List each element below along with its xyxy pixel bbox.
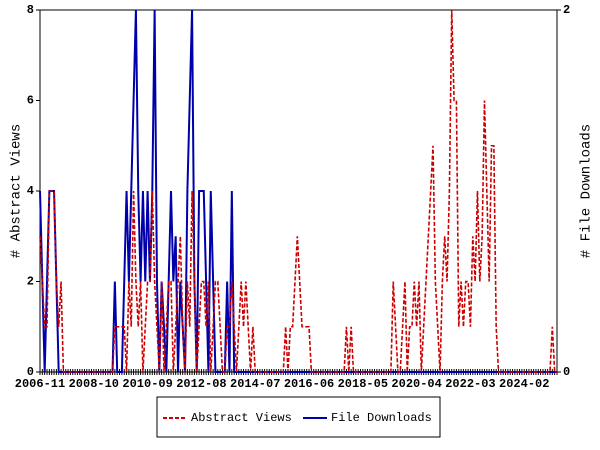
y-tick-label: 4 <box>27 184 34 198</box>
y-tick-label: 6 <box>27 94 34 108</box>
y2-axis-title: # File Downloads <box>579 124 595 258</box>
x-tick-label: 2018-05 <box>338 377 388 391</box>
x-tick-label: 2020-04 <box>391 377 441 391</box>
x-tick-label: 2006-11 <box>15 377 65 391</box>
y-tick-label: 8 <box>27 3 34 17</box>
series-line <box>39 9 557 373</box>
x-tick-label: 2014-07 <box>230 377 280 391</box>
y-axis-title: # Abstract Views <box>9 124 25 258</box>
plot-frame <box>39 9 558 373</box>
legend-label: Abstract Views <box>191 411 292 425</box>
legend-box <box>156 396 441 438</box>
x-tick-label: 2024-02 <box>499 377 549 391</box>
x-tick-label: 2008-10 <box>69 377 119 391</box>
x-tick-label: 2022-03 <box>445 377 495 391</box>
x-tick-label: 2010-09 <box>122 377 172 391</box>
y-tick-label: 0 <box>27 365 34 379</box>
y-tick-label: 2 <box>27 275 34 289</box>
x-tick-label: 2016-06 <box>284 377 334 391</box>
y2-tick-label: 2 <box>563 3 570 17</box>
legend-label: File Downloads <box>331 411 432 425</box>
x-tick-label: 2012-08 <box>176 377 226 391</box>
y2-tick-label: 0 <box>563 365 570 379</box>
series-line <box>39 9 557 373</box>
